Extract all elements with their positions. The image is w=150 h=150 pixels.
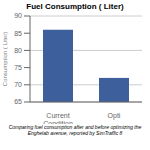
svg-text:85: 85: [14, 30, 22, 37]
svg-text:75: 75: [14, 64, 22, 71]
svg-text:65: 65: [14, 98, 22, 105]
svg-text:70: 70: [14, 81, 22, 88]
svg-text:Consumption ( Liter): Consumption ( Liter): [8, 32, 9, 86]
svg-text:CurrentCondition: CurrentCondition: [43, 112, 73, 124]
html-text:Fuel Consumption ( Liter): Fuel Consumption ( Liter): [26, 2, 124, 11]
svg-text:80: 80: [14, 47, 22, 54]
svg-text:Opti: Opti: [108, 112, 121, 120]
svg-text:90: 90: [14, 12, 22, 19]
html-text:Comparing fuel consumption aft: Comparing fuel consumption after and bef…: [8, 124, 142, 136]
